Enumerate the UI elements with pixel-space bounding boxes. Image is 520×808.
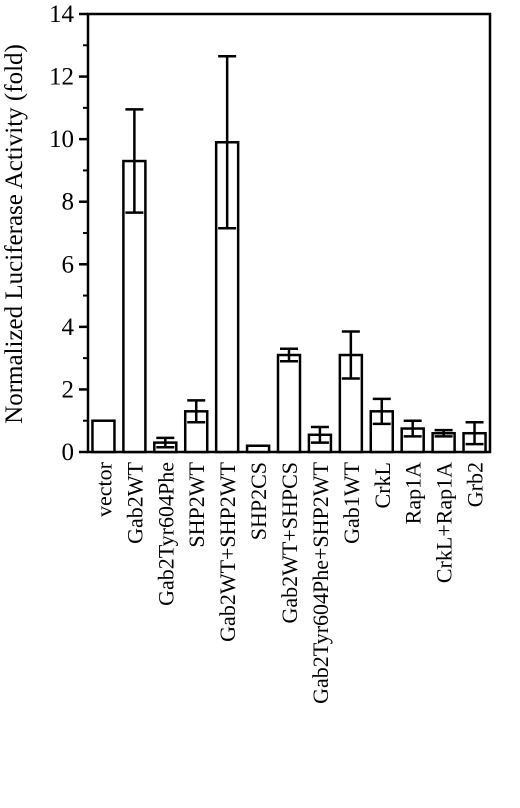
bar — [276, 353, 302, 454]
y-tick-label: 12 — [49, 64, 74, 91]
x-category-label: Rap1A — [401, 462, 426, 524]
bar — [245, 444, 271, 454]
x-category-label: SHP2CS — [246, 462, 271, 540]
x-category-label: Gab2WT+SHP2WT — [215, 461, 240, 641]
x-category-label: Gab1WT — [339, 461, 364, 543]
y-tick-label: 10 — [49, 126, 74, 153]
y-tick-label: 2 — [62, 376, 75, 403]
y-axis-label: Normalized Luciferase Activity (fold) — [1, 44, 28, 424]
x-category-label: Gab2Tyr604Phe — [153, 462, 178, 606]
bar — [91, 419, 116, 454]
x-category-label: Gab2Tyr604Phe+SHP2WT — [308, 461, 333, 703]
x-category-label: Grb2 — [463, 462, 488, 507]
x-category-label: CrkL+Rap1A — [432, 462, 457, 583]
x-category-label: CrkL — [370, 462, 395, 508]
x-category-label: Gab2WT — [122, 461, 147, 543]
y-tick-label: 8 — [62, 189, 75, 216]
x-category-label: Gab2WT+SHPCS — [277, 462, 302, 624]
x-category-label: vector — [91, 461, 116, 517]
y-tick-label: 0 — [62, 439, 75, 466]
y-tick-label: 6 — [62, 251, 75, 278]
y-tick-label: 14 — [49, 1, 75, 28]
y-tick-label: 4 — [62, 314, 75, 341]
x-category-label: SHP2WT — [184, 461, 209, 547]
